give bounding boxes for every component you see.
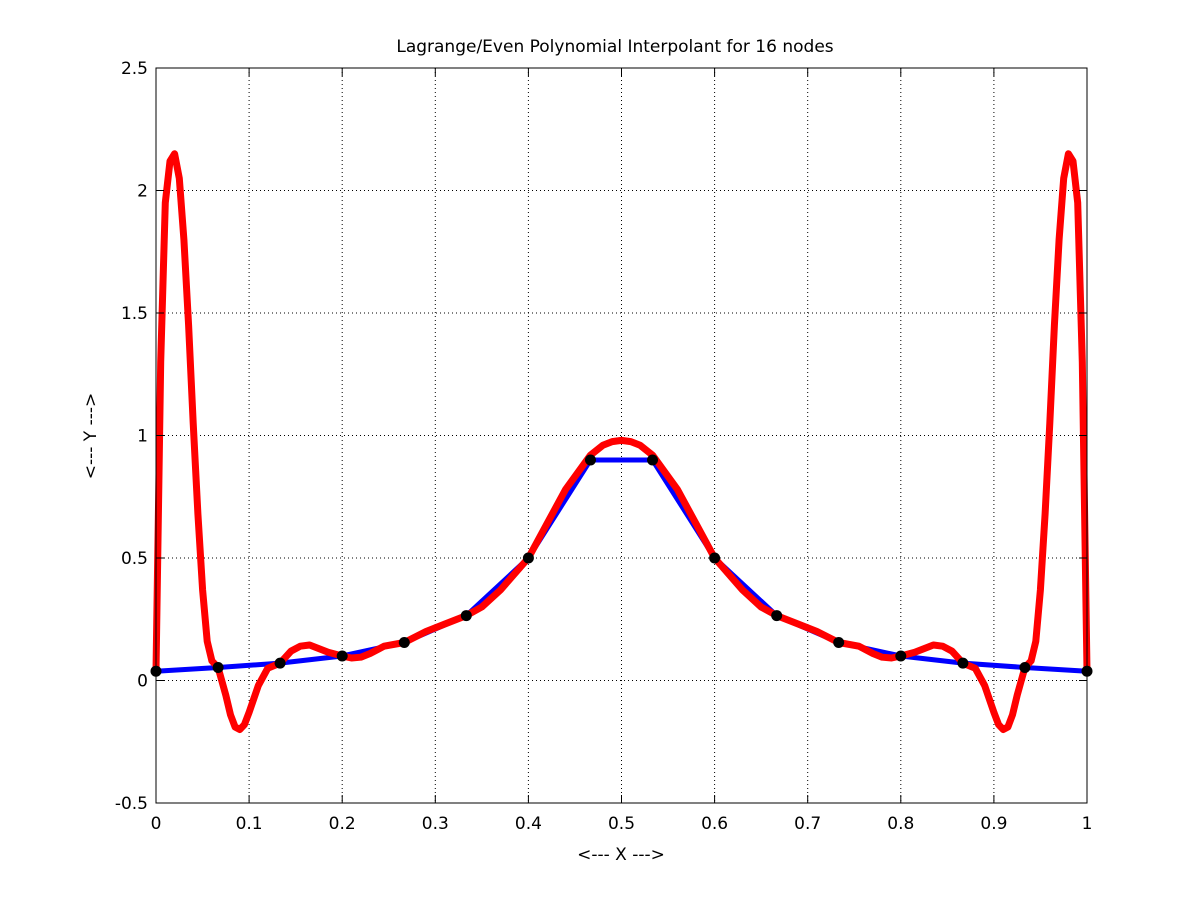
y-tick-label: 2.5 xyxy=(121,59,148,79)
x-tick-label: 0.8 xyxy=(887,814,914,834)
node-marker xyxy=(1019,662,1031,674)
x-tick-label: 0.2 xyxy=(329,814,356,834)
ticks: 0 0.1 0.2 0.3 0.4 0.5 0.6 0.7 0.8 0.9 1-0.500.511.… xyxy=(115,59,1093,834)
x-tick-label: 0.5 xyxy=(608,814,635,834)
node-marker xyxy=(895,650,907,662)
x-tick-label: 1 xyxy=(1082,814,1093,834)
y-tick-label: 0.5 xyxy=(121,549,148,569)
x-tick-label: 0.6 xyxy=(701,814,728,834)
grid xyxy=(156,68,1087,803)
node-marker xyxy=(460,610,472,622)
node-marker xyxy=(274,657,286,669)
node-marker xyxy=(522,552,534,564)
x-tick-label: 0.4 xyxy=(515,814,542,834)
node-marker xyxy=(709,552,721,564)
y-tick-label: 1 xyxy=(137,427,148,447)
x-axis-title: <--- X ---> xyxy=(577,845,665,865)
node-marker xyxy=(584,454,596,466)
y-tick-label: -0.5 xyxy=(115,794,148,814)
node-marker xyxy=(957,657,969,669)
node-marker xyxy=(647,454,659,466)
node-marker xyxy=(771,610,783,622)
node-marker xyxy=(212,662,224,674)
chart-title: Lagrange/Even Polynomial Interpolant for… xyxy=(396,37,833,57)
red-polynomial-line xyxy=(152,150,1091,733)
y-tick-label: 0 xyxy=(137,672,148,692)
plot-area: 0 0.1 0.2 0.3 0.4 0.5 0.6 0.7 0.8 0.9 1-0.500.511.… xyxy=(115,59,1093,834)
x-tick-label: 0.3 xyxy=(422,814,449,834)
node-marker xyxy=(833,637,845,649)
node-marker xyxy=(398,637,410,649)
y-tick-label: 2 xyxy=(137,182,148,202)
x-tick-label: 0.1 xyxy=(236,814,263,834)
node-marker xyxy=(336,650,348,662)
y-axis-title: <--- Y ---> xyxy=(81,393,101,480)
x-tick-label: 0.9 xyxy=(980,814,1007,834)
x-tick-label: 0.7 xyxy=(794,814,821,834)
x-tick-label: 0 xyxy=(151,814,162,834)
blue-data-line xyxy=(153,457,1090,674)
y-tick-label: 1.5 xyxy=(121,304,148,324)
